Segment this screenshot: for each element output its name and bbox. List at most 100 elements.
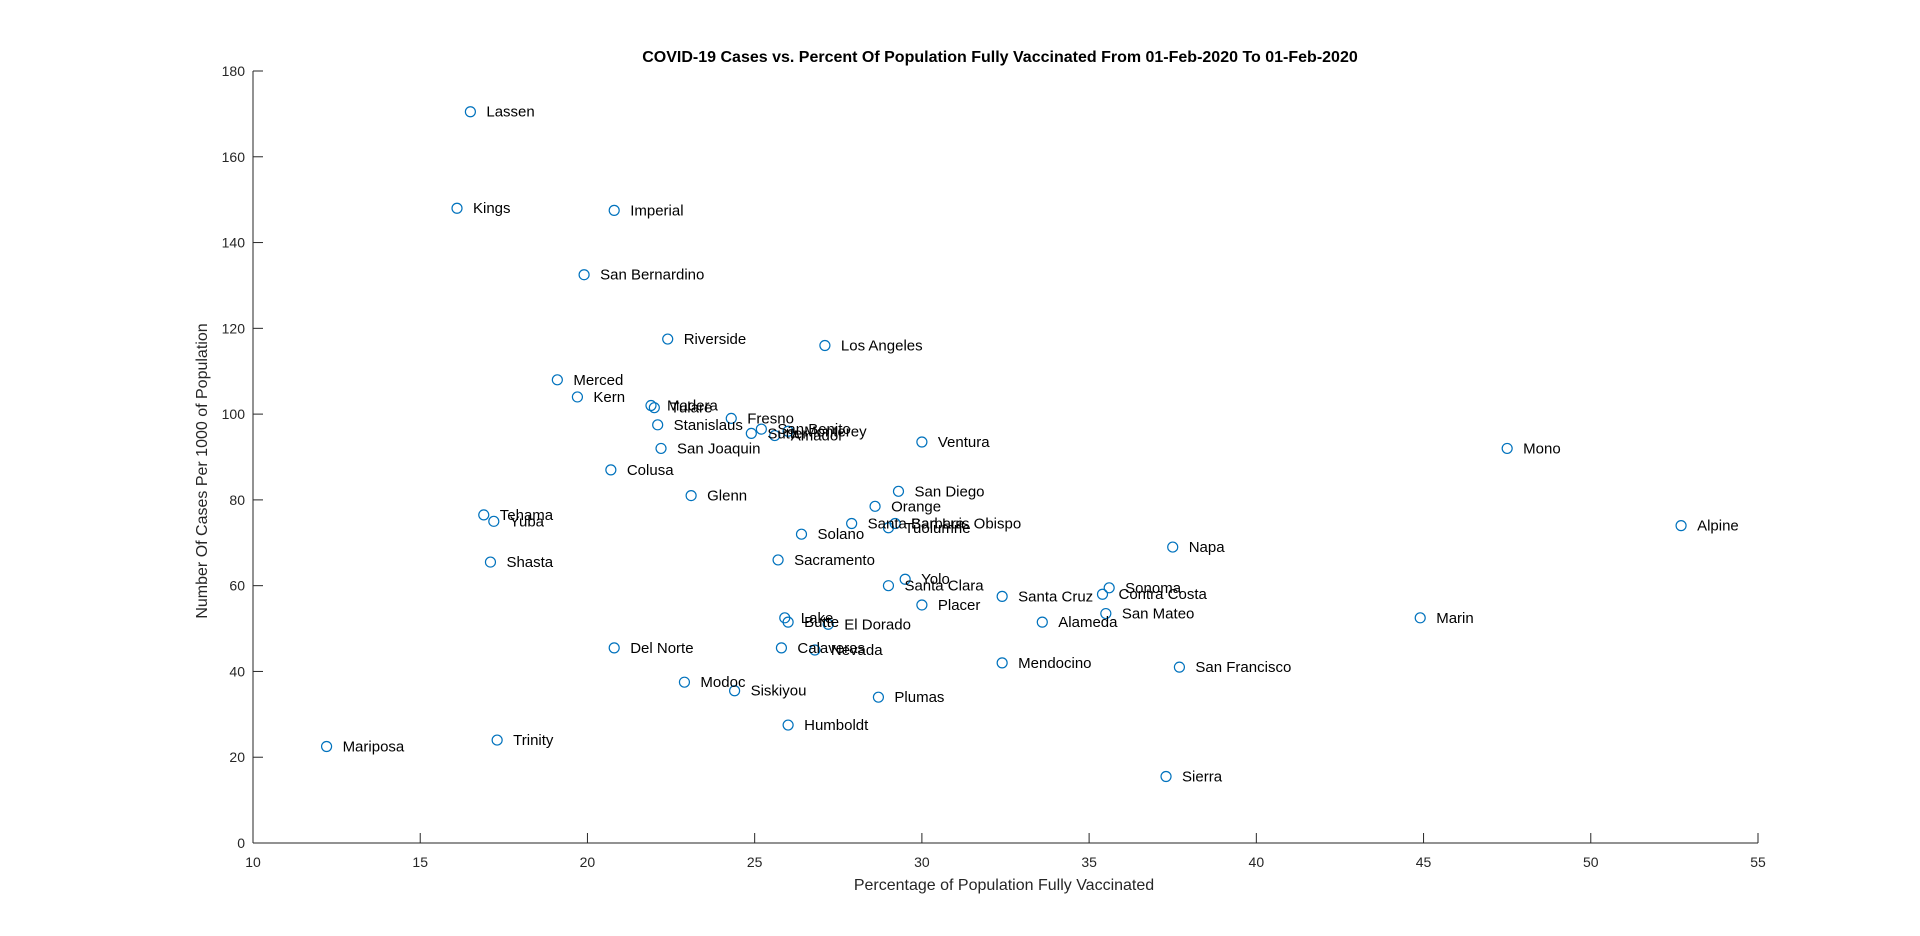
- point-label: Napa: [1189, 539, 1226, 556]
- point-label: Monterey: [804, 423, 867, 440]
- point-label: Shasta: [506, 554, 553, 571]
- point-label: San Bernardino: [600, 267, 704, 284]
- data-point: [795, 528, 808, 540]
- point-label: Yolo: [921, 571, 950, 588]
- point-label: Sutter: [767, 425, 807, 442]
- data-point: [652, 419, 664, 431]
- point-label: Mono: [1523, 440, 1561, 457]
- point-label: San Joaquin: [677, 440, 760, 457]
- data-point: [478, 509, 490, 521]
- data-point: [685, 490, 697, 502]
- data-point: [488, 515, 500, 527]
- data-point: [782, 425, 794, 437]
- chart-title: COVID-19 Cases vs. Percent Of Population…: [642, 49, 1358, 66]
- point-label: Kings: [473, 200, 511, 217]
- point-label: Stanislaus: [674, 417, 743, 434]
- x-tick-label: 30: [914, 854, 930, 870]
- point-label: Orange: [891, 498, 941, 515]
- data-point: [1167, 541, 1179, 553]
- data-point: [1414, 612, 1426, 624]
- data-point: [725, 412, 737, 424]
- point-label: Madera: [667, 398, 719, 415]
- data-point: [869, 500, 881, 512]
- data-point: [1100, 607, 1112, 620]
- data-point: [872, 691, 885, 703]
- point-label: Glenn: [707, 488, 747, 505]
- point-label: Alpine: [1697, 518, 1739, 535]
- data-point: [772, 554, 784, 566]
- data-point: [882, 580, 895, 592]
- point-label: Del Norte: [630, 640, 693, 657]
- x-tick-label: 10: [245, 854, 261, 870]
- y-tick-label: 120: [222, 320, 246, 336]
- x-tick-label: 55: [1750, 854, 1766, 870]
- point-label: Modoc: [700, 674, 746, 691]
- y-axis-label: Number Of Cases Per 1000 of Population: [194, 323, 211, 618]
- point-label: Mariposa: [343, 739, 405, 756]
- point-label: Trinity: [513, 732, 554, 749]
- data-point: [645, 399, 657, 412]
- x-tick-label: 15: [412, 854, 428, 870]
- point-label: Butte: [804, 614, 839, 631]
- y-tick-label: 40: [229, 663, 245, 679]
- x-tick-label: 25: [747, 854, 763, 870]
- data-point: [1501, 442, 1513, 455]
- data-point: [1036, 616, 1048, 628]
- data-point: [822, 618, 834, 630]
- point-label: Mendocino: [1018, 655, 1091, 672]
- point-label: Siskiyou: [751, 683, 807, 700]
- x-tick-label: 35: [1081, 854, 1097, 870]
- point-label: Merced: [573, 372, 623, 389]
- point-label: El Dorado: [844, 616, 911, 633]
- data-point: [1173, 661, 1186, 673]
- point-label: Los Angeles: [841, 337, 923, 354]
- data-point: [605, 464, 617, 476]
- y-tick-label: 140: [222, 235, 246, 251]
- y-tick-label: 80: [229, 492, 245, 508]
- axis-ticks: 10 15 20 25 30 35 40 45 50 55 0 20 40 60 80 100 120 140 16…: [222, 63, 1766, 870]
- data-point: [1103, 582, 1115, 594]
- data-point: [728, 685, 741, 697]
- y-tick-label: 20: [229, 749, 245, 765]
- data-point: [775, 642, 788, 654]
- point-label: San Francisco: [1195, 659, 1291, 676]
- data-point: [996, 657, 1008, 669]
- data-point: [484, 556, 497, 568]
- data-point: [608, 204, 620, 216]
- point-label: Alameda: [1058, 614, 1118, 631]
- point-label: Lake: [801, 610, 834, 627]
- data-point: [846, 517, 858, 530]
- point-label: Colusa: [627, 462, 674, 479]
- data-point: [899, 573, 911, 585]
- data-point: [1160, 770, 1172, 783]
- data-point: [578, 269, 590, 281]
- data-point: [1096, 588, 1109, 600]
- data-point: [1675, 520, 1687, 532]
- point-label: Sierra: [1182, 769, 1223, 786]
- point-label: Tulare: [670, 400, 712, 417]
- y-tick-label: 180: [222, 63, 246, 79]
- point-label: Placer: [938, 597, 981, 614]
- data-point: [662, 333, 674, 345]
- point-label: Tuolumne: [904, 520, 970, 537]
- data-point: [464, 106, 476, 118]
- y-tick-label: 100: [222, 406, 246, 422]
- data-point: [655, 442, 667, 455]
- data-point: [769, 429, 781, 442]
- data-point: [819, 339, 831, 352]
- data-point: [916, 436, 928, 448]
- point-label: Solano: [817, 526, 864, 543]
- point-label: Riverside: [684, 331, 747, 348]
- data-point: [451, 202, 463, 214]
- point-label: Nevada: [831, 642, 883, 659]
- axes: [252, 71, 1758, 844]
- point-label: Marin: [1436, 610, 1474, 627]
- y-tick-label: 0: [237, 835, 245, 851]
- data-point: [782, 719, 794, 731]
- point-label: Lassen: [486, 104, 534, 121]
- point-label: Humboldt: [804, 717, 869, 734]
- point-label: Ventura: [938, 434, 990, 451]
- point-label: San Luis Obispo: [911, 515, 1021, 532]
